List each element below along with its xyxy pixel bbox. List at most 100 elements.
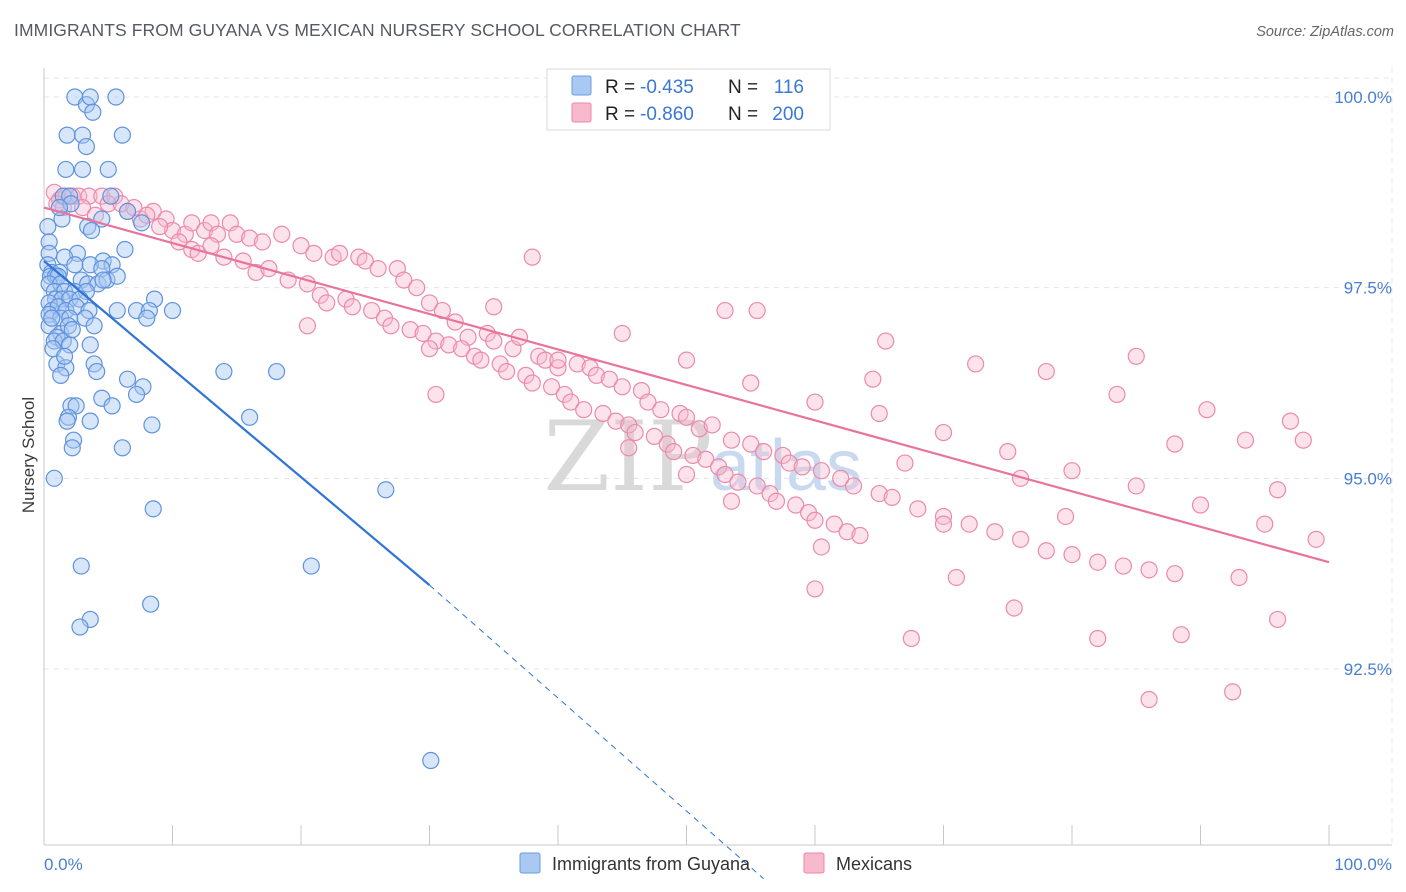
legend-r-label-guyana: R = <box>605 77 635 98</box>
x-tick-label-min: 0.0% <box>44 855 83 874</box>
mexicans-point-171 <box>1172 626 1190 644</box>
mexicans-point-175 <box>1140 690 1158 709</box>
mexicans-point-145 <box>742 374 760 392</box>
legend-r-value-mexicans: -0.860 <box>640 104 694 125</box>
mexicans-point-33 <box>395 271 413 289</box>
mexicans-point-155 <box>967 355 985 373</box>
mexicans-point-147 <box>870 404 888 423</box>
guyana-point-40 <box>98 271 116 289</box>
mexicans-point-65 <box>832 469 850 487</box>
mexicans-point-63 <box>793 458 811 476</box>
mexicans-point-78 <box>1140 561 1158 579</box>
guyana-point-100 <box>377 481 395 499</box>
mexicans-point-162 <box>1166 435 1184 453</box>
mexicans-point-131 <box>748 477 766 495</box>
mexicans-point-101 <box>363 301 381 320</box>
mexicans-point-72 <box>986 523 1004 541</box>
legend-r-label-mexicans: R = <box>605 104 635 125</box>
guyana-point-18 <box>133 214 151 232</box>
mexicans-point-103 <box>382 317 400 335</box>
mexicans-point-133 <box>767 492 786 510</box>
source-credit: Source: ZipAtlas.com <box>1256 24 1394 40</box>
mexicans-point-156 <box>1037 362 1055 381</box>
mexicans-point-40 <box>485 332 503 350</box>
mexicans-point-126 <box>684 446 702 465</box>
guyana-point-69 <box>85 317 103 335</box>
guyana-point-111 <box>94 271 112 289</box>
guyana-point-113 <box>43 309 61 327</box>
guyana-point-22 <box>116 240 134 259</box>
mexicans-point-164 <box>1268 481 1287 499</box>
mexicans-point-105 <box>414 324 432 343</box>
data-points <box>39 88 1325 770</box>
mexicans-point-174 <box>902 629 920 648</box>
guyana-point-9 <box>57 160 75 179</box>
guyana-point-67 <box>138 309 156 327</box>
mexicans-point-136 <box>806 511 824 529</box>
mexicans-point-52 <box>639 393 657 411</box>
series-legend: Immigrants from Guyana Mexicans <box>519 852 912 874</box>
mexicans-point-76 <box>1089 553 1107 571</box>
mexicans-point-163 <box>1236 431 1255 449</box>
mexicans-point-176 <box>1224 683 1242 701</box>
mexicans-point-104 <box>401 321 419 339</box>
trend-lines <box>43 206 1330 880</box>
guyana-point-97 <box>63 439 81 457</box>
mexicans-point-149 <box>999 443 1017 461</box>
mexicans-point-141 <box>485 298 503 316</box>
mexicans-point-179 <box>1056 507 1075 526</box>
mexicans-point-62 <box>780 454 798 472</box>
legend-r-value-guyana: -0.435 <box>640 77 694 98</box>
mexicans-point-57 <box>703 416 721 434</box>
guyana-point-62 <box>163 301 182 320</box>
mexicans-point-160 <box>896 454 914 472</box>
y-tick-label-3: 92.5% <box>1344 660 1392 679</box>
guyana-point-86 <box>127 385 146 404</box>
mexicans-point-143 <box>613 324 631 343</box>
guyana-point-8 <box>77 137 96 156</box>
mexicans-point-169 <box>1005 599 1023 617</box>
mexicans-point-182 <box>748 301 766 320</box>
legend-label-immigrants-from-guyana: Immigrants from Guyana <box>552 854 751 874</box>
mexicans-point-110 <box>472 351 490 369</box>
legend-swatch-guyana <box>571 75 592 96</box>
mexicans-point-114 <box>523 374 541 392</box>
guyana-point-103 <box>302 557 320 575</box>
guyana-point-84 <box>118 370 137 388</box>
legend-n-value-guyana: 116 <box>774 77 804 98</box>
chart-title: IMMIGRANTS FROM GUYANA VS MEXICAN NURSER… <box>14 20 741 40</box>
trend-line-mexicans <box>43 206 1330 564</box>
mexicans-point-34 <box>408 279 426 297</box>
mexicans-point-165 <box>1294 431 1312 449</box>
mexicans-point-152 <box>1191 496 1210 514</box>
mexicans-point-178 <box>947 568 965 587</box>
stats-legend: R = -0.435 N = 116 R = -0.860 N = 200 <box>546 68 831 131</box>
mexicans-point-159 <box>1281 412 1300 430</box>
guyana-point-2 <box>81 88 99 106</box>
mexicans-point-35 <box>420 294 439 312</box>
trend-line-guyana <box>43 260 431 586</box>
mexicans-point-46 <box>568 355 586 373</box>
guyana-point-92 <box>81 412 99 430</box>
mexicans-point-68 <box>883 488 901 506</box>
mexicans-point-58 <box>722 431 741 449</box>
guyana-point-114 <box>63 321 81 339</box>
mexicans-point-148 <box>934 423 953 442</box>
guyana-point-81 <box>52 366 70 384</box>
mexicans-point-25 <box>292 237 310 255</box>
mexicans-point-188 <box>722 492 741 510</box>
guyana-point-104 <box>142 595 160 613</box>
guyana-point-19 <box>39 218 57 236</box>
mexicans-point-56 <box>690 420 708 438</box>
mexicans-point-180 <box>877 332 895 350</box>
mexicans-point-134 <box>787 496 805 514</box>
mexicans-point-167 <box>1127 347 1145 365</box>
mexicans-point-154 <box>1307 530 1325 548</box>
mexicans-point-185 <box>298 317 317 335</box>
mexicans-point-137 <box>825 515 843 533</box>
mexicans-point-173 <box>1268 610 1287 629</box>
mexicans-point-67 <box>870 484 888 503</box>
y-axis-label: Nursery School <box>19 397 38 513</box>
mexicans-point-16 <box>183 214 201 232</box>
legend-n-value-mexicans: 200 <box>772 104 804 125</box>
